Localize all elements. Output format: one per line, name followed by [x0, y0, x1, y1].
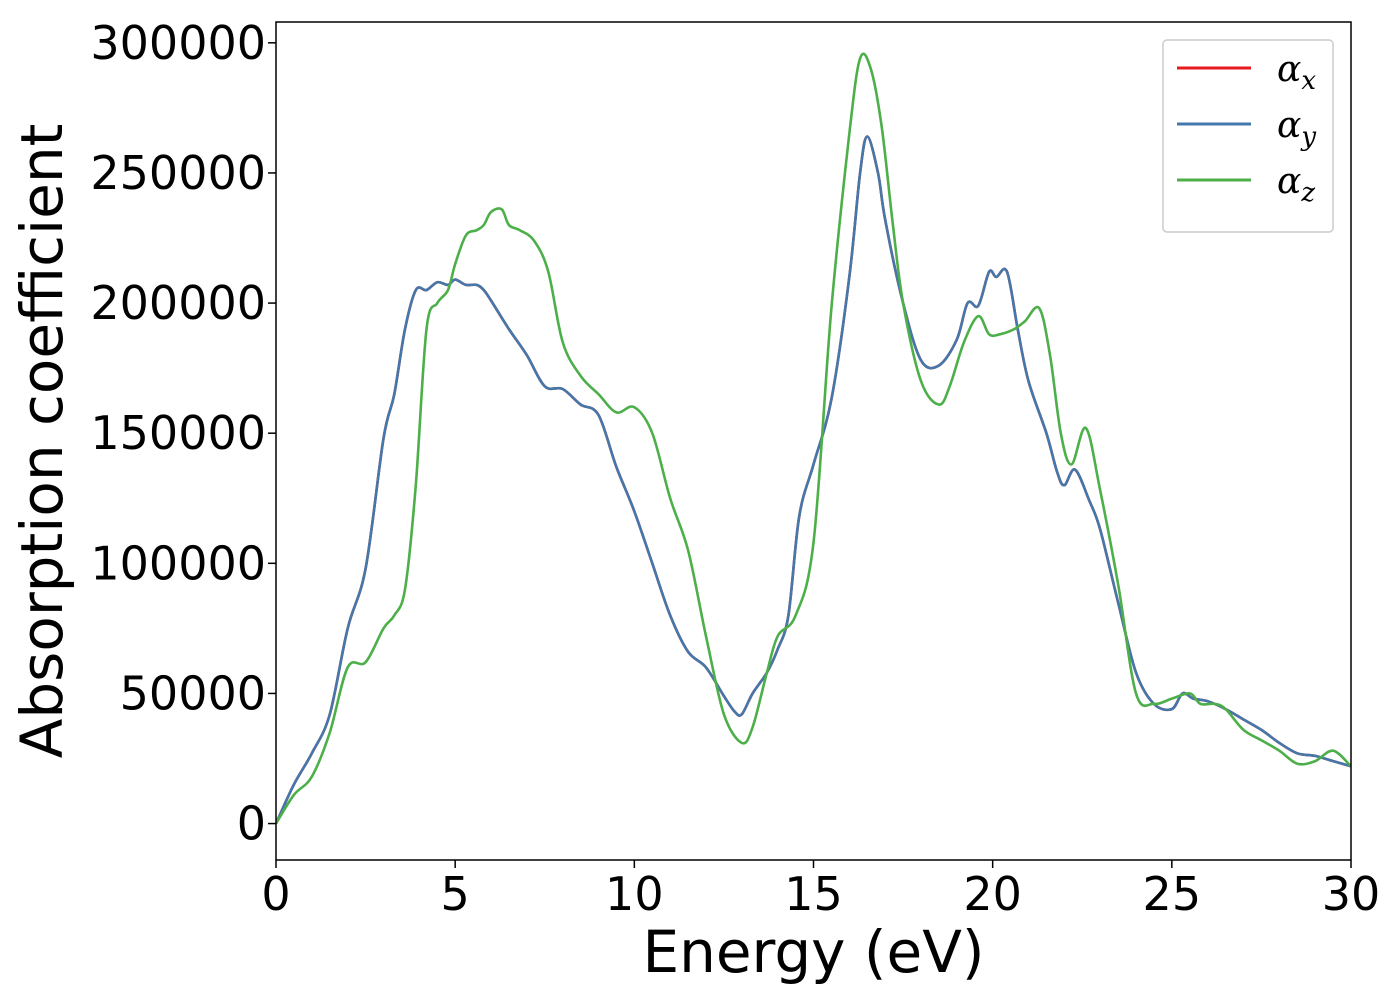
- x-tick-label: 0: [261, 867, 290, 921]
- series-line-3: [276, 52, 1351, 825]
- x-tick-label: 25: [1143, 867, 1202, 921]
- legend-box: [1162, 39, 1334, 233]
- y-tick-label: 50000: [120, 666, 266, 720]
- x-tick-label: 15: [784, 867, 843, 921]
- legend: αx αy αz: [1162, 39, 1334, 233]
- legend-label: αz: [1277, 161, 1315, 208]
- x-tick-label: 10: [605, 867, 664, 921]
- y-tick-label: 150000: [90, 406, 266, 460]
- y-tick-label: 0: [237, 797, 266, 851]
- plot-area: 0 5 10 15 20 25 30 0 50000 100000 150000 200000 2500…: [90, 16, 1380, 921]
- x-tick-label: 20: [963, 867, 1022, 921]
- x-axis-title: Energy (eV): [642, 918, 984, 986]
- y-tick-label: 200000: [90, 276, 266, 330]
- x-tick-label: 5: [441, 867, 470, 921]
- y-axis-title: Absorption coefficient: [8, 124, 76, 759]
- y-tick-label: 100000: [90, 536, 266, 590]
- y-tick-label: 250000: [90, 146, 266, 200]
- y-tick-label: 300000: [90, 16, 266, 70]
- series-line-2: [276, 135, 1351, 825]
- legend-label: αx: [1277, 49, 1316, 96]
- legend-label: αy: [1277, 105, 1316, 152]
- x-tick-label: 30: [1322, 867, 1381, 921]
- series-line-1: [276, 135, 1351, 825]
